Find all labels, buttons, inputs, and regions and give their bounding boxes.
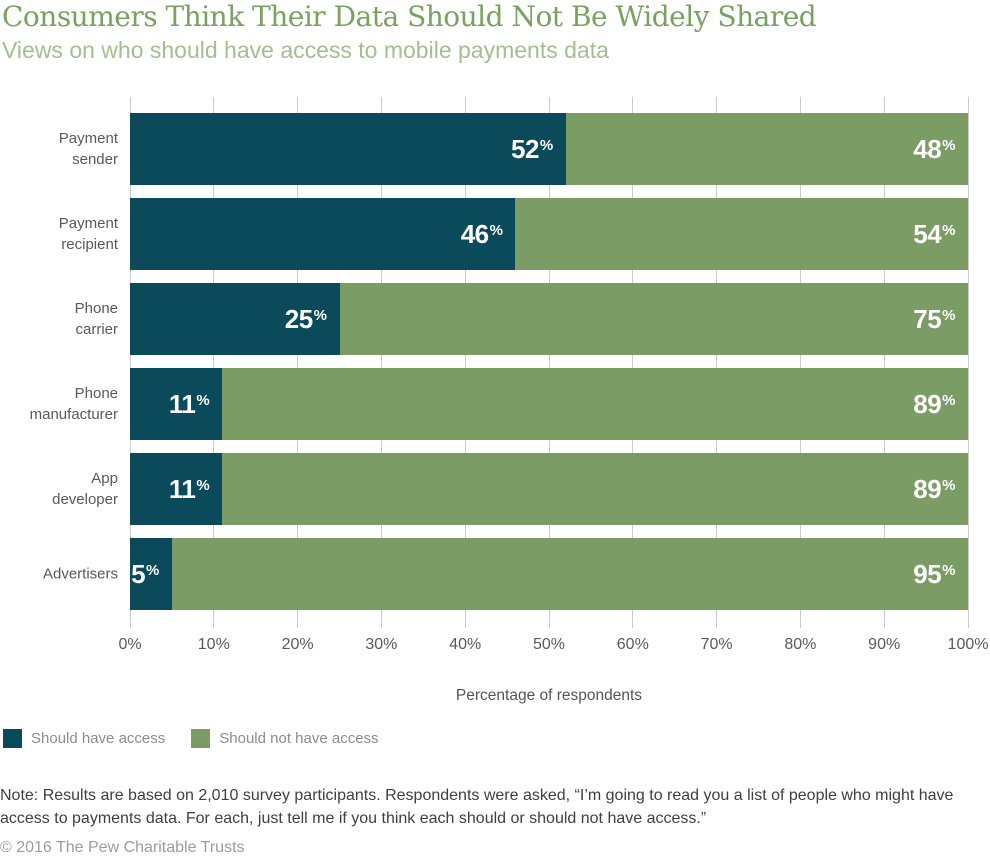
gridline xyxy=(380,97,382,628)
bar-segment-should-have-access: 5% xyxy=(130,538,172,610)
category-label: Phone carrier xyxy=(74,300,118,338)
bar-row-phone-carrier: Phone carrier 25% 75% xyxy=(75,283,968,355)
x-tick-label: 40% xyxy=(449,636,482,653)
x-tick-label: 10% xyxy=(197,636,230,653)
bar-segment-should-not-have-access: 89% xyxy=(222,368,968,440)
value-label: 54% xyxy=(913,218,955,249)
bar-rows: Payment sender 52% 48% Payment recipient… xyxy=(30,113,968,610)
bar-segment-should-have-access: 52% xyxy=(130,113,566,185)
x-tick-label: 70% xyxy=(700,636,733,653)
gridline xyxy=(548,97,550,628)
value-label: 11% xyxy=(168,388,210,419)
value-label: 11% xyxy=(168,473,210,504)
value-label: 25% xyxy=(284,303,327,334)
x-tick-label: 0% xyxy=(118,636,142,653)
gridline xyxy=(632,97,634,628)
bar-segment-should-have-access: 46% xyxy=(130,198,516,270)
bar-segment-should-not-have-access: 54% xyxy=(515,198,968,270)
legend-item-should-not-have-access: Should not have access xyxy=(191,729,379,748)
value-label: 89% xyxy=(913,388,955,419)
gridline xyxy=(464,97,466,628)
gridline xyxy=(967,97,969,628)
bar-segment-should-not-have-access: 48% xyxy=(565,113,968,185)
chart-subtitle: Views on who should have access to mobil… xyxy=(2,37,609,63)
x-tick-label: 80% xyxy=(784,636,817,653)
value-label: 46% xyxy=(460,218,503,249)
category-label: Payment recipient xyxy=(58,215,118,253)
value-label: 75% xyxy=(913,303,955,334)
bar-row-app-developer: App developer 11% 89% xyxy=(52,453,968,525)
gridline xyxy=(129,97,131,628)
bar-row-payment-recipient: Payment recipient 46% 54% xyxy=(59,198,968,270)
footnote: Note: Results are based on 2,010 survey … xyxy=(0,787,954,827)
value-label: 5% xyxy=(131,558,159,589)
gridline xyxy=(213,97,215,628)
x-tick-label: 100% xyxy=(947,636,989,653)
legend-swatch-green xyxy=(191,729,211,748)
x-axis-title: Percentage of respondents xyxy=(455,687,643,704)
category-label: Phone manufacturer xyxy=(29,385,118,423)
bar-segment-should-not-have-access: 95% xyxy=(171,538,968,610)
value-label: 89% xyxy=(913,473,955,504)
category-label: Advertisers xyxy=(42,565,118,583)
chart-title: Consumers Think Their Data Should Not Be… xyxy=(2,0,817,33)
legend-item-should-have-access: Should have access xyxy=(3,729,165,748)
bar-row-payment-sender: Payment sender 52% 48% xyxy=(59,113,968,185)
bar-segment-should-have-access: 11% xyxy=(130,453,223,525)
legend: Should have access Should not have acces… xyxy=(3,729,379,748)
category-label: App developer xyxy=(52,470,118,508)
bar-segment-should-have-access: 25% xyxy=(130,283,340,355)
legend-label: Should have access xyxy=(31,730,166,747)
value-label: 48% xyxy=(913,133,955,164)
x-axis-tick-labels: 0% 10% 20% 30% 40% 50% 60% 70% 80% 90% 1… xyxy=(118,636,988,656)
gridline xyxy=(883,97,885,628)
x-tick-label: 90% xyxy=(868,636,901,653)
copyright: © 2016 The Pew Charitable Trusts xyxy=(0,839,245,856)
bar-row-phone-manufacturer: Phone manufacturer 11% 89% xyxy=(30,368,968,440)
x-tick-label: 20% xyxy=(281,636,314,653)
plot-area xyxy=(129,97,969,628)
gridline xyxy=(716,97,718,628)
value-label: 95% xyxy=(913,558,955,589)
x-tick-label: 60% xyxy=(616,636,649,653)
gridline xyxy=(799,97,801,628)
bar-segment-should-not-have-access: 89% xyxy=(222,453,968,525)
legend-label: Should not have access xyxy=(219,730,379,747)
x-tick-label: 30% xyxy=(365,636,398,653)
x-tick-label: 50% xyxy=(532,636,566,653)
value-label: 52% xyxy=(510,133,553,164)
bar-row-advertisers: Advertisers 5% 95% xyxy=(43,538,968,610)
bar-segment-should-not-have-access: 75% xyxy=(339,283,968,355)
category-label: Payment sender xyxy=(58,130,118,168)
bar-segment-should-have-access: 11% xyxy=(130,368,223,440)
gridline xyxy=(297,97,299,628)
legend-swatch-teal xyxy=(3,729,22,748)
